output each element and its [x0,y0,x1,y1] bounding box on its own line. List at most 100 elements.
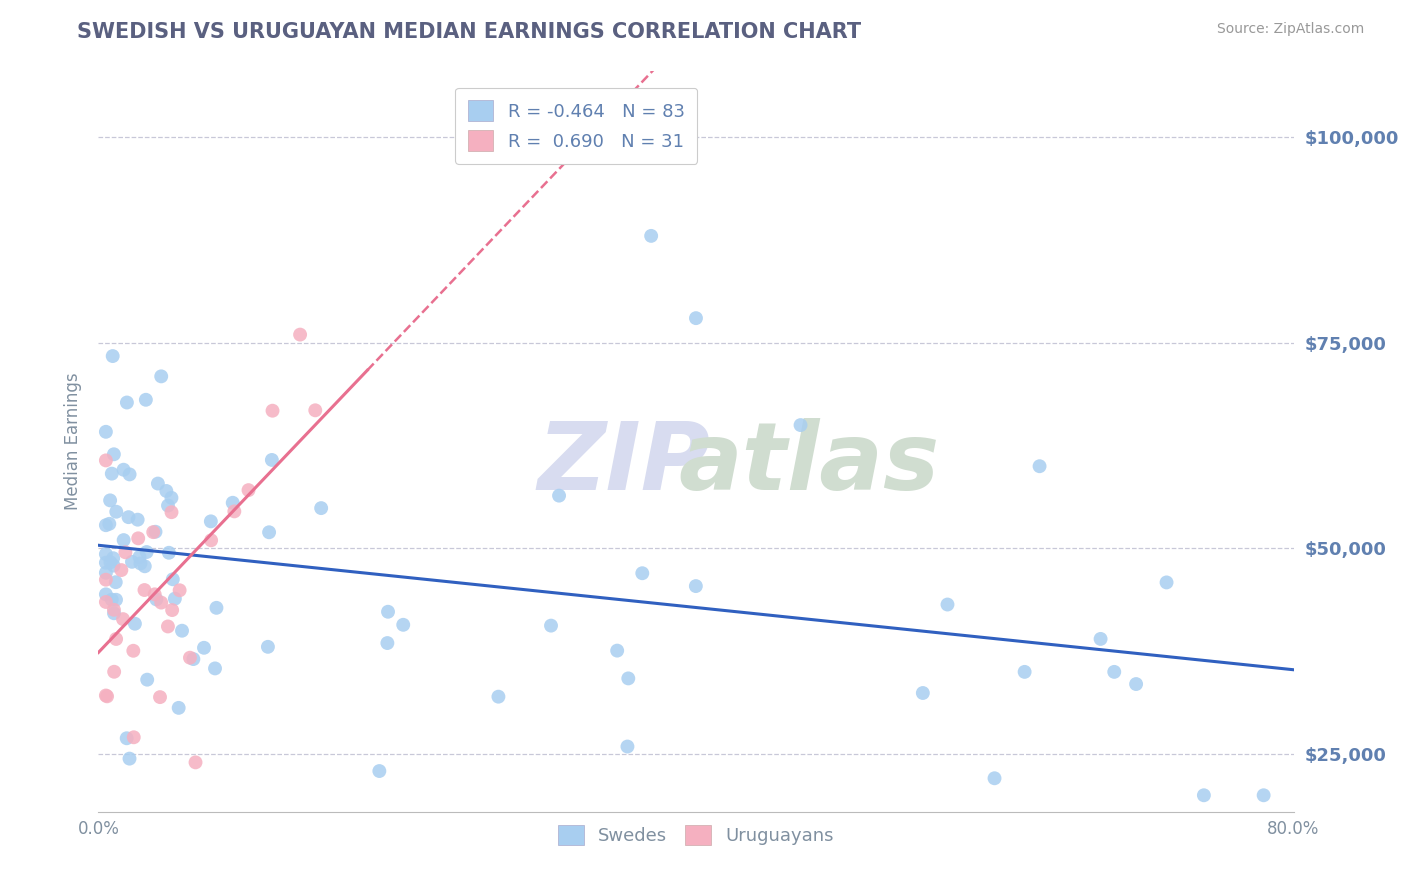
Point [685,311,707,326]
Point [160,491,183,505]
Point [911,686,934,700]
Point [100,555,122,569]
Point [616,739,638,754]
Point [160,603,183,617]
Point [377,636,399,650]
Point [127,532,149,546]
Point [94,547,117,561]
Point [1253,789,1275,803]
Point [983,771,1005,785]
Point [167,701,190,715]
Point [936,598,959,612]
Point [631,566,654,581]
Point [179,650,201,665]
Point [160,505,183,519]
Point [157,546,180,560]
Point [94,595,117,609]
Point [257,525,280,540]
Point [94,587,117,601]
Point [142,525,165,540]
Point [122,644,145,658]
Point [200,533,222,548]
Point [169,583,191,598]
Point [101,349,124,363]
Point [150,369,173,384]
Point [103,607,125,621]
Point [685,579,707,593]
Point [134,582,156,597]
Point [1192,789,1215,803]
Point [193,640,215,655]
Point [238,483,260,497]
Point [155,483,177,498]
Point [98,493,121,508]
Point [115,395,138,409]
Point [122,731,145,745]
Point [121,555,143,569]
Point [1014,665,1036,679]
Point [135,545,157,559]
Point [606,643,628,657]
Point [205,600,228,615]
Point [134,559,156,574]
Point [124,616,146,631]
Point [257,640,280,654]
Point [540,618,562,632]
Point [260,453,283,467]
Point [103,558,125,573]
Point [1125,677,1147,691]
Point [617,672,640,686]
Point [1156,575,1178,590]
Point [105,505,128,519]
Point [104,575,127,590]
Point [392,617,415,632]
Point [117,510,139,524]
Point [94,566,117,580]
Point [118,467,141,482]
Point [129,557,152,571]
Point [368,764,391,778]
Point [94,518,117,533]
Point [94,556,117,570]
Point [204,661,226,675]
Point [100,592,122,607]
Point [101,551,124,566]
Point [377,605,399,619]
Point [162,572,184,586]
Point [304,403,326,417]
Point [114,545,136,559]
Point [309,501,332,516]
Point [288,327,311,342]
Point [145,592,167,607]
Point [1090,632,1112,646]
Point [94,453,117,467]
Point [789,418,811,433]
Point [94,689,117,703]
Point [105,632,128,646]
Point [143,587,166,601]
Point [183,652,205,666]
Point [101,467,124,481]
Point [115,731,138,746]
Point [149,690,172,705]
Point [136,673,159,687]
Text: Source: ZipAtlas.com: Source: ZipAtlas.com [1216,22,1364,37]
Point [128,549,150,564]
Text: SWEDISH VS URUGUAYAN MEDIAN EARNINGS CORRELATION CHART: SWEDISH VS URUGUAYAN MEDIAN EARNINGS COR… [77,22,862,42]
Point [98,516,121,531]
Point [103,603,125,617]
Y-axis label: Median Earnings: Median Earnings [63,373,82,510]
Point [127,513,149,527]
Point [112,463,135,477]
Point [184,756,207,770]
Point [112,612,135,626]
Point [118,751,141,765]
Legend: Swedes, Uruguayans: Swedes, Uruguayans [550,815,842,855]
Point [94,425,117,439]
Point [156,499,179,513]
Point [262,403,284,417]
Point [103,447,125,461]
Point [224,504,246,518]
Point [135,392,157,407]
Text: ZIP: ZIP [538,417,710,509]
